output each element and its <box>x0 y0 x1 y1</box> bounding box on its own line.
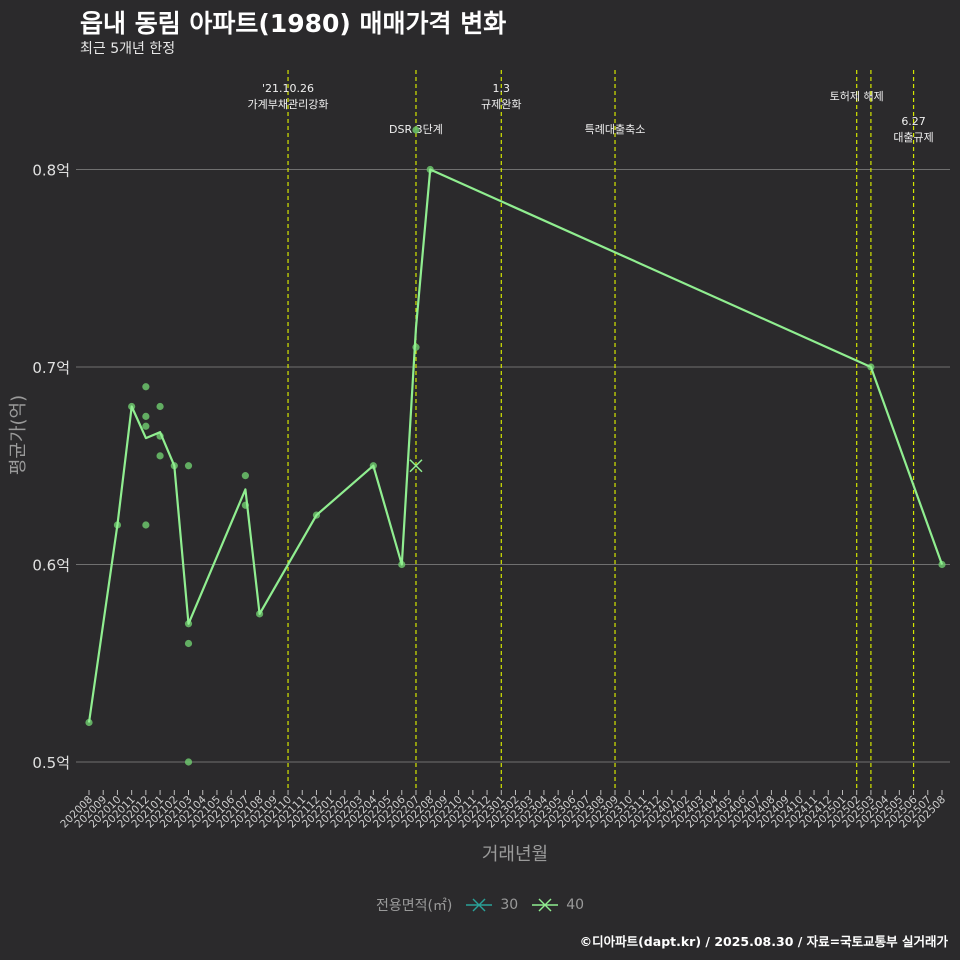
legend-label-40: 40 <box>566 897 585 913</box>
chart-title: 읍내 동림 아파트(1980) 매매가격 변화 <box>80 9 507 38</box>
y-axis-title: 평균가(억) <box>8 395 29 475</box>
legend-item-30: 30 <box>464 897 518 913</box>
points-layer <box>85 126 946 766</box>
policy-annotation: 토허제 해제 <box>830 89 884 103</box>
y-tick-label: 0.8억 <box>32 162 70 180</box>
legend-title: 전용면적(㎡) <box>375 898 453 914</box>
x-axis-title: 거래년월 <box>482 844 548 865</box>
price-line <box>87 168 944 723</box>
policy-annotation: 가계부채관리강화 <box>248 98 329 111</box>
price-point <box>184 758 193 766</box>
axis-layer: 0.5억0.6억0.7억0.8억202008202009202010202011… <box>32 162 948 831</box>
policy-annotation: '21.10.26 <box>262 82 314 95</box>
price-point <box>412 126 420 134</box>
price-point <box>142 412 150 420</box>
price-point <box>184 639 193 648</box>
policy-annotation: 규제완화 <box>481 98 521 111</box>
y-tick-label: 0.7억 <box>32 359 70 377</box>
cross-line-icon <box>466 898 493 912</box>
policy-annotation: 6.27 <box>901 115 926 128</box>
policy-annotation: 대출규제 <box>893 131 933 144</box>
policy-annotation: 1.3 <box>493 82 511 95</box>
price-point <box>142 383 150 391</box>
legend: 전용면적(㎡) 30 40 <box>0 895 960 915</box>
price-point <box>156 402 164 411</box>
price-point <box>241 472 249 480</box>
source-caption: ©디아파트(dapt.kr) / 2025.08.30 / 자료=국토교통부 실… <box>579 934 948 949</box>
y-tick-label: 0.6억 <box>32 557 70 575</box>
chart-subtitle: 최근 5개년 한정 <box>80 41 176 57</box>
price-point <box>184 462 193 470</box>
grid-layer <box>76 169 950 763</box>
cross-line-icon <box>532 898 559 912</box>
y-tick-label: 0.5억 <box>32 754 70 772</box>
cross-marker <box>409 459 423 473</box>
price-point <box>156 452 164 460</box>
policy-annotation: 특례대출축소 <box>585 123 646 136</box>
legend-item-40: 40 <box>530 897 584 913</box>
price-point <box>142 521 150 529</box>
line-layer <box>87 168 944 723</box>
price-point <box>142 422 150 430</box>
legend-label-30: 30 <box>500 897 519 913</box>
